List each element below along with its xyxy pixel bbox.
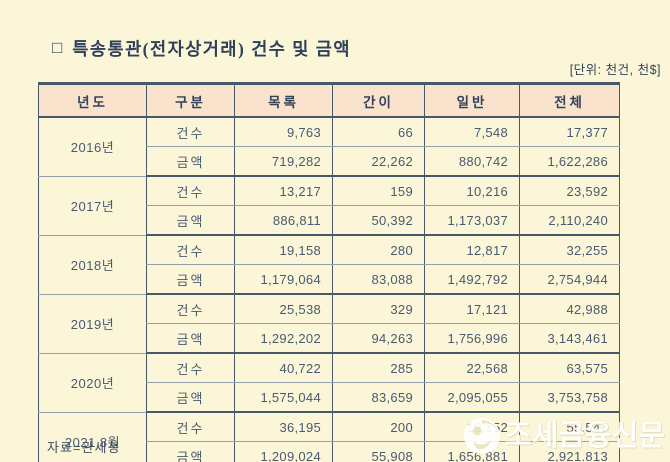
value-cell: 83,088 [332, 264, 425, 295]
header-year: 년도 [38, 83, 147, 118]
value-cell: 1,173,037 [424, 205, 520, 236]
watermark-text: 조세금융신문 [504, 419, 665, 452]
value-cell: 2,110,240 [519, 205, 620, 236]
row-label-cell: 건수 [146, 235, 235, 265]
page-title: 특송통관(전자상거래) 건수 및 금액 [72, 39, 351, 59]
value-cell: 7,548 [424, 117, 520, 147]
row-label-cell: 건수 [146, 294, 235, 324]
table-row: 금액 1,292,202 94,263 1,756,996 3,143,461 [39, 323, 620, 354]
value-cell: 9,763 [234, 117, 333, 147]
year-cell: 2021.8월 [38, 412, 147, 462]
table-row: 2017년 건수 13,217 159 10,216 23,592 [38, 176, 620, 236]
row-label-cell: 금액 [146, 441, 235, 462]
value-cell: 886,811 [234, 205, 333, 236]
value-cell: 66 [332, 117, 425, 147]
page-title-row: □ 특송통관(전자상거래) 건수 및 금액 [52, 36, 351, 61]
watermark: 조세금융신문 [462, 416, 665, 456]
year-cell: 2019년 [38, 294, 147, 354]
value-cell: 3,753,758 [519, 382, 620, 413]
value-cell: 36,195 [234, 412, 333, 442]
row-label-cell: 건수 [146, 176, 235, 206]
row-label-cell: 금액 [146, 323, 235, 354]
value-cell: 32,255 [519, 235, 620, 265]
value-cell: 159 [332, 176, 425, 206]
value-cell: 83,659 [332, 382, 425, 413]
header-total: 전체 [519, 83, 620, 118]
table-row: 2020년 건수 40,722 285 22,568 63,575 [38, 353, 620, 413]
value-cell: 1,622,286 [519, 146, 620, 177]
value-cell: 94,263 [332, 323, 425, 354]
value-cell: 2,095,055 [424, 382, 520, 413]
value-cell: 1,492,792 [424, 264, 520, 295]
value-cell: 280 [332, 235, 425, 265]
value-cell: 10,216 [424, 176, 520, 206]
row-label-cell: 금액 [146, 264, 235, 295]
table-row: 금액 886,811 50,392 1,173,037 2,110,240 [39, 205, 620, 236]
year-cell: 2020년 [38, 353, 147, 413]
value-cell: 1,756,996 [424, 323, 520, 354]
table-row: 2021.8월 건수 36,195 200 19,152 55,547 [38, 412, 620, 462]
header-category: 구분 [146, 83, 235, 118]
value-cell: 23,592 [519, 176, 620, 206]
table-row: 2018년 건수 19,158 280 12,817 32,255 [38, 235, 620, 295]
value-cell: 25,538 [234, 294, 333, 324]
source-note: 자료=관세청 [47, 440, 121, 455]
value-cell: 55,547 [519, 412, 620, 442]
row-label-cell: 금액 [146, 382, 235, 413]
row-label-cell: 건수 [146, 353, 235, 383]
value-cell: 42,988 [519, 294, 620, 324]
value-cell: 12,817 [424, 235, 520, 265]
table-row: 2019년 건수 25,538 329 17,121 42,988 [38, 294, 620, 354]
header-general: 일반 [424, 83, 520, 118]
value-cell: 22,262 [332, 146, 425, 177]
value-cell: 3,143,461 [519, 323, 620, 354]
row-label-cell: 금액 [146, 146, 235, 177]
table-row: 2016년 건수 9,763 66 7,548 17,377 [38, 117, 620, 177]
table-header-row: 년도 구분 목록 간이 일반 전체 [38, 83, 620, 118]
value-cell: 329 [332, 294, 425, 324]
table-row: 금액 1,179,064 83,088 1,492,792 2,754,944 [39, 264, 620, 295]
customs-clearance-table: 년도 구분 목록 간이 일반 전체 2016년 건수 9,763 66 7,54… [38, 82, 620, 462]
value-cell: 1,575,044 [234, 382, 333, 413]
value-cell: 22,568 [424, 353, 520, 383]
table-row: 금액 1,209,024 55,908 1,656,881 2,921.813 [39, 441, 620, 462]
year-cell: 2016년 [38, 117, 147, 177]
newspaper-logo-icon [463, 418, 500, 454]
table-row: 금액 1,575,044 83,659 2,095,055 3,753,758 [39, 382, 620, 413]
value-cell: 50,392 [332, 205, 425, 236]
value-cell: 17,121 [424, 294, 520, 324]
header-list: 목록 [234, 83, 333, 118]
value-cell: 880,742 [424, 146, 520, 177]
row-label-cell: 금액 [146, 205, 235, 236]
header-simplified: 간이 [332, 83, 425, 118]
row-label-cell: 건수 [146, 412, 235, 442]
value-cell: 1,179,064 [234, 264, 333, 295]
value-cell: 13,217 [234, 176, 333, 206]
square-bullet-icon: □ [52, 38, 63, 57]
value-cell: 2,921.813 [519, 441, 620, 462]
value-cell: 55,908 [332, 441, 425, 462]
value-cell: 17,377 [519, 117, 620, 147]
table-row: 금액 719,282 22,262 880,742 1,622,286 [39, 146, 620, 177]
row-label-cell: 건수 [146, 117, 235, 147]
value-cell: 63,575 [519, 353, 620, 383]
year-cell: 2017년 [38, 176, 147, 236]
unit-note: [단위: 천건, 천$] [569, 63, 661, 77]
year-cell: 2018년 [38, 235, 147, 295]
value-cell: 40,722 [234, 353, 333, 383]
value-cell: 285 [332, 353, 425, 383]
value-cell: 1,209,024 [234, 441, 333, 462]
value-cell: 19,158 [234, 235, 333, 265]
value-cell: 2,754,944 [519, 264, 620, 295]
value-cell: 200 [332, 412, 425, 442]
value-cell: 719,282 [234, 146, 333, 177]
value-cell: 1,292,202 [234, 323, 333, 354]
